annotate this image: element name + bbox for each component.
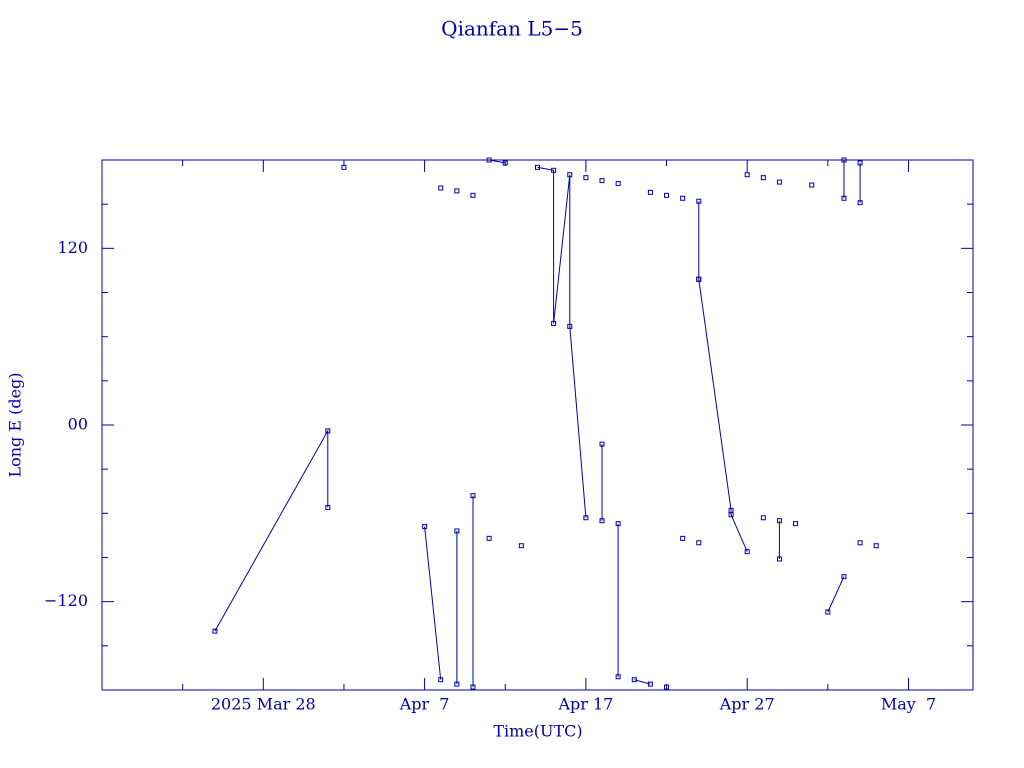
data-point (776, 179, 782, 185)
chart-title: Qianfan L5−5 (441, 17, 583, 41)
data-point (760, 515, 766, 521)
data-point (631, 677, 637, 683)
x-tick-label: 2025 Mar 28 (211, 695, 316, 714)
x-axis-label: Time(UTC) (493, 722, 582, 741)
data-point (518, 543, 524, 549)
data-point (696, 540, 702, 546)
x-tick-label: Apr 7 (399, 695, 450, 714)
data-point (325, 428, 331, 434)
data-point (647, 681, 653, 687)
data-point (567, 172, 573, 178)
data-point (760, 175, 766, 181)
data-point (454, 188, 460, 194)
x-tick-label: Apr 27 (719, 695, 775, 714)
y-tick-label: 00 (68, 415, 88, 434)
data-point (599, 441, 605, 447)
data-point (470, 493, 476, 499)
data-point (680, 195, 686, 201)
data-point (615, 674, 621, 680)
data-point (615, 521, 621, 527)
data-point (776, 518, 782, 524)
data-point (583, 515, 589, 521)
x-tick-label: Apr 17 (557, 695, 613, 714)
data-point (873, 543, 879, 549)
x-tick-label: May 7 (881, 695, 936, 714)
data-point (341, 164, 347, 170)
data-point (486, 157, 492, 163)
data-point (696, 198, 702, 204)
data-point (567, 323, 573, 329)
data-point (744, 172, 750, 178)
data-point (825, 609, 831, 615)
data-point (664, 192, 670, 198)
data-point (841, 195, 847, 201)
data-point (325, 504, 331, 510)
data-point (841, 574, 847, 580)
data-point (438, 677, 444, 683)
data-point (422, 524, 428, 530)
data-point (857, 200, 863, 206)
y-tick-label: 120 (57, 238, 88, 257)
data-point (454, 528, 460, 534)
data-point (728, 512, 734, 518)
data-point (696, 276, 702, 282)
data-point (776, 556, 782, 562)
data-point (454, 681, 460, 687)
data-point (615, 181, 621, 187)
data-point (664, 684, 670, 690)
y-axis-label: Long E (deg) (6, 372, 25, 477)
data-point (599, 518, 605, 524)
data-point (744, 549, 750, 555)
data-point (551, 167, 557, 173)
data-point (793, 521, 799, 527)
series-line (215, 160, 876, 687)
data-point (809, 182, 815, 188)
data-point (857, 160, 863, 166)
plot-frame (101, 159, 974, 691)
data-point (551, 320, 557, 326)
data-point (680, 535, 686, 541)
data-point (438, 185, 444, 191)
data-point (647, 189, 653, 195)
data-point (841, 157, 847, 163)
data-point (470, 192, 476, 198)
data-point (486, 535, 492, 541)
data-point (470, 684, 476, 690)
data-point (502, 160, 508, 166)
data-point (535, 164, 540, 170)
data-point (599, 178, 605, 184)
y-tick-label: −120 (44, 591, 88, 610)
data-point (583, 175, 589, 181)
data-point (212, 628, 218, 634)
data-point (857, 540, 863, 546)
